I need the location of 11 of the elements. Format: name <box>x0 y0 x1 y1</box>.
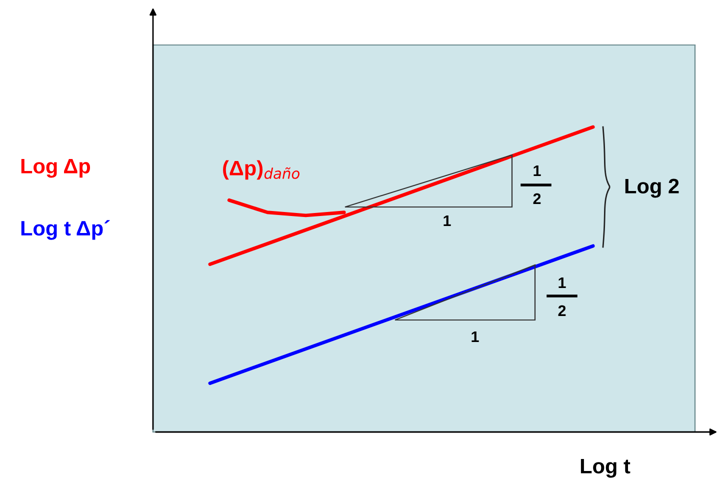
text: Log 2 <box>625 178 679 198</box>
annotation: 2 <box>533 193 541 204</box>
text: Log Δp <box>21 158 90 178</box>
text: Log t Δp´ <box>21 220 110 240</box>
annotation: 2 <box>558 305 566 316</box>
annotation: 1 <box>472 331 479 342</box>
annotation: 1 <box>534 165 541 176</box>
series-label: (Δp)$_{daño}$ <box>223 160 300 180</box>
annotation: 1 <box>444 215 451 226</box>
x-axis-title: Log t <box>580 458 630 478</box>
annotation: 1 <box>558 277 566 288</box>
